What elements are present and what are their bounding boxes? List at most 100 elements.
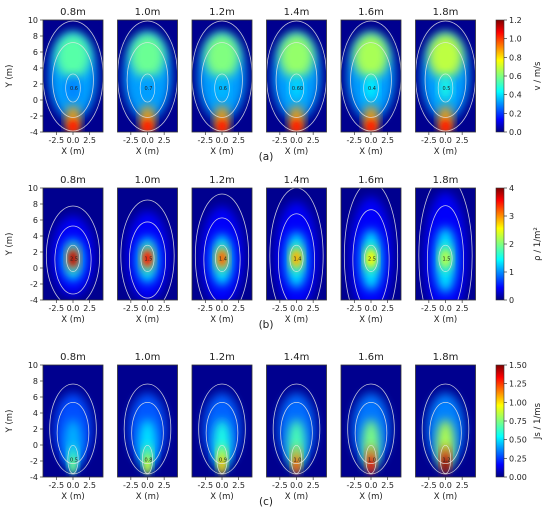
colorbar-tick-label: 0.6 <box>509 72 522 81</box>
panel-1-3: 1.4 1.4m -2.5 0.0 2.5 X (m) <box>266 175 327 325</box>
x-tick-label: 0.0 <box>439 304 452 313</box>
panel-0-4: 0.4 1.6m -2.5 0.0 2.5 X (m) <box>340 7 402 157</box>
x-tick-label: 0.0 <box>439 136 452 145</box>
y-tick-label: 4 <box>33 232 38 241</box>
y-tick-label: 10 <box>28 361 38 370</box>
x-tick-label: -2.5 <box>421 304 437 313</box>
contour-label: 0.9 <box>219 457 227 463</box>
contour-label: 1.5 <box>145 256 153 262</box>
x-tick-label: 2.5 <box>456 481 469 490</box>
contour-line <box>67 444 79 474</box>
panel-field: 0.9 <box>192 365 252 477</box>
x-axis-label: X (m) <box>434 315 457 325</box>
x-tick-label: 0.0 <box>67 481 80 490</box>
panel-2-4: 1.0 1.6m -2.5 0.0 2.5 X (m) <box>340 352 402 502</box>
y-tick-label: 8 <box>33 200 38 209</box>
field-blob <box>216 120 228 132</box>
colorbar-tick-label: 0.75 <box>509 417 527 426</box>
field-blob <box>443 457 448 475</box>
contour-label: 0.4 <box>368 86 376 92</box>
x-axis-label: X (m) <box>359 492 382 502</box>
panel-field: 1.5 <box>117 188 178 300</box>
contour-line <box>203 217 241 300</box>
field-blob <box>367 251 375 266</box>
contour-label: 1.0 <box>294 457 302 463</box>
y-axis-label: Y (m) <box>5 233 15 257</box>
contour-line <box>198 383 246 475</box>
panel-2-3: 1.0 1.4m -2.5 0.0 2.5 X (m) <box>266 352 327 502</box>
colorbar-gradient <box>495 187 505 301</box>
x-axis-label: X (m) <box>61 492 84 502</box>
panel-field: 1.5 <box>415 188 476 300</box>
panel-title: 1.0m <box>135 175 161 186</box>
row-label: (b) <box>259 319 274 331</box>
colorbar-tick-label: 1 <box>509 268 514 277</box>
x-tick-label: 0.0 <box>67 304 80 313</box>
x-axis-label: X (m) <box>359 315 382 325</box>
colorbar-gradient <box>495 19 505 133</box>
colorbar-tick-label: 1.50 <box>509 361 527 370</box>
panel-field: 0.6 <box>43 20 103 132</box>
x-axis-label: X (m) <box>359 147 382 157</box>
panel-field: 1.0 <box>341 365 401 477</box>
contour-line <box>341 20 401 132</box>
contour-line <box>421 383 470 475</box>
panel-title: 1.2m <box>209 352 235 363</box>
colorbar-tick-label: 4 <box>509 184 514 193</box>
field-blob <box>55 33 91 79</box>
y-axis-label: Y (m) <box>5 65 15 89</box>
contour-line <box>215 244 229 272</box>
panel-field: 0.5 <box>415 20 476 132</box>
x-tick-label: 0.0 <box>365 136 378 145</box>
contour-line <box>142 444 153 474</box>
contour-line <box>65 73 81 103</box>
field-blob <box>142 120 153 132</box>
panel-0-1: 0.7 1.0m -2.5 0.0 2.5 X (m) <box>117 7 178 157</box>
colorbar-tick-label: 0.25 <box>509 454 527 463</box>
x-tick-label: 2.5 <box>381 304 394 313</box>
contour-label: 0.6 <box>70 86 78 92</box>
colorbar-tick-label: 1.25 <box>509 380 527 389</box>
field-blob <box>438 75 453 101</box>
x-tick-label: 0.0 <box>365 481 378 490</box>
x-tick-label: -2.5 <box>198 136 214 145</box>
x-tick-label: 2.5 <box>158 304 171 313</box>
row-label: (a) <box>259 151 274 163</box>
field-blob <box>293 251 300 266</box>
colorbar-gradient <box>495 364 505 478</box>
x-tick-label: -2.5 <box>347 304 363 313</box>
y-tick-label: 6 <box>33 393 38 402</box>
contour-line <box>45 205 101 300</box>
panel-field: 0.6 <box>192 20 252 132</box>
x-tick-label: 2.5 <box>232 481 245 490</box>
contour-line <box>365 444 377 474</box>
x-tick-label: 2.5 <box>232 136 245 145</box>
panel-title: 1.8m <box>433 352 459 363</box>
contour-line <box>52 42 94 118</box>
x-tick-label: -2.5 <box>198 304 214 313</box>
panel-title: 0.8m <box>60 175 86 186</box>
x-tick-label: 2.5 <box>456 136 469 145</box>
x-tick-label: 0.0 <box>141 136 154 145</box>
x-axis-label: X (m) <box>61 147 84 157</box>
x-tick-label: 2.5 <box>307 481 320 490</box>
x-tick-label: -2.5 <box>272 304 288 313</box>
x-axis-label: X (m) <box>61 315 84 325</box>
contour-line <box>347 383 395 475</box>
colorbar-tick-label: 0.2 <box>509 109 522 118</box>
colorbar-tick-label: 2 <box>509 240 514 249</box>
x-tick-label: 2.5 <box>381 136 394 145</box>
x-tick-label: 2.5 <box>83 304 96 313</box>
colorbar-tick-label: 0.4 <box>509 91 522 100</box>
x-tick-label: -2.5 <box>272 136 288 145</box>
panel-2-5: 1.2 1.8m -2.5 0.0 2.5 X (m) <box>415 352 476 502</box>
contour-line <box>56 401 90 464</box>
colorbar-label: v / m/s <box>533 61 543 90</box>
y-tick-label: 0 <box>33 96 38 105</box>
colorbar-tick-label: 1.00 <box>509 398 527 407</box>
panel-title: 1.0m <box>135 7 161 18</box>
y-tick-label: 0 <box>33 264 38 273</box>
field-blob <box>368 457 374 475</box>
